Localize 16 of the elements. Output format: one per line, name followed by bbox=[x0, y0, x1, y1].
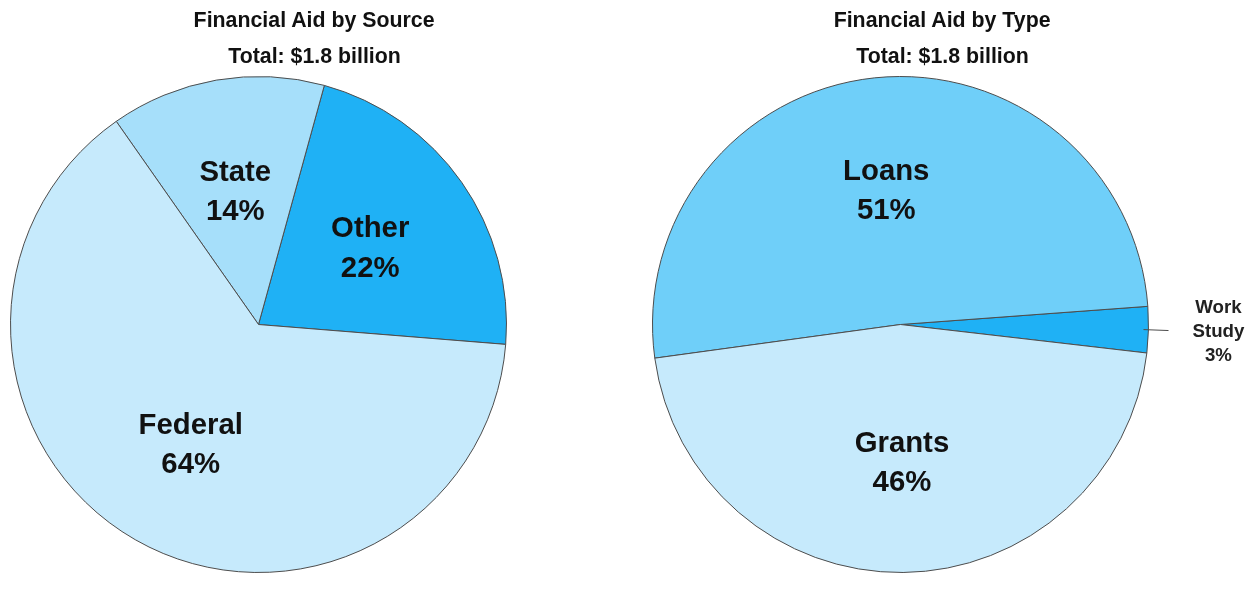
slice-label: Federal bbox=[138, 406, 243, 440]
chart-subtitle: Total: $1.8 billion bbox=[856, 43, 1029, 68]
data-label: 22% bbox=[340, 249, 400, 283]
data-label: 3% bbox=[1204, 344, 1233, 366]
data-label: 46% bbox=[872, 464, 932, 498]
legend-label: Work Study bbox=[1192, 295, 1245, 342]
data-label: 51% bbox=[856, 192, 916, 226]
slice-label: State bbox=[199, 153, 272, 187]
slice-label: Other bbox=[331, 209, 410, 243]
data-label: 14% bbox=[205, 193, 265, 227]
slice-label: Loans bbox=[843, 152, 930, 186]
chart-title: Financial Aid by Type bbox=[833, 7, 1051, 32]
data-label: 64% bbox=[161, 446, 221, 480]
chart-subtitle: Total: $1.8 billion bbox=[228, 43, 401, 68]
slice-label: Grants bbox=[854, 424, 950, 458]
chart-title: Financial Aid by Source bbox=[193, 7, 435, 32]
